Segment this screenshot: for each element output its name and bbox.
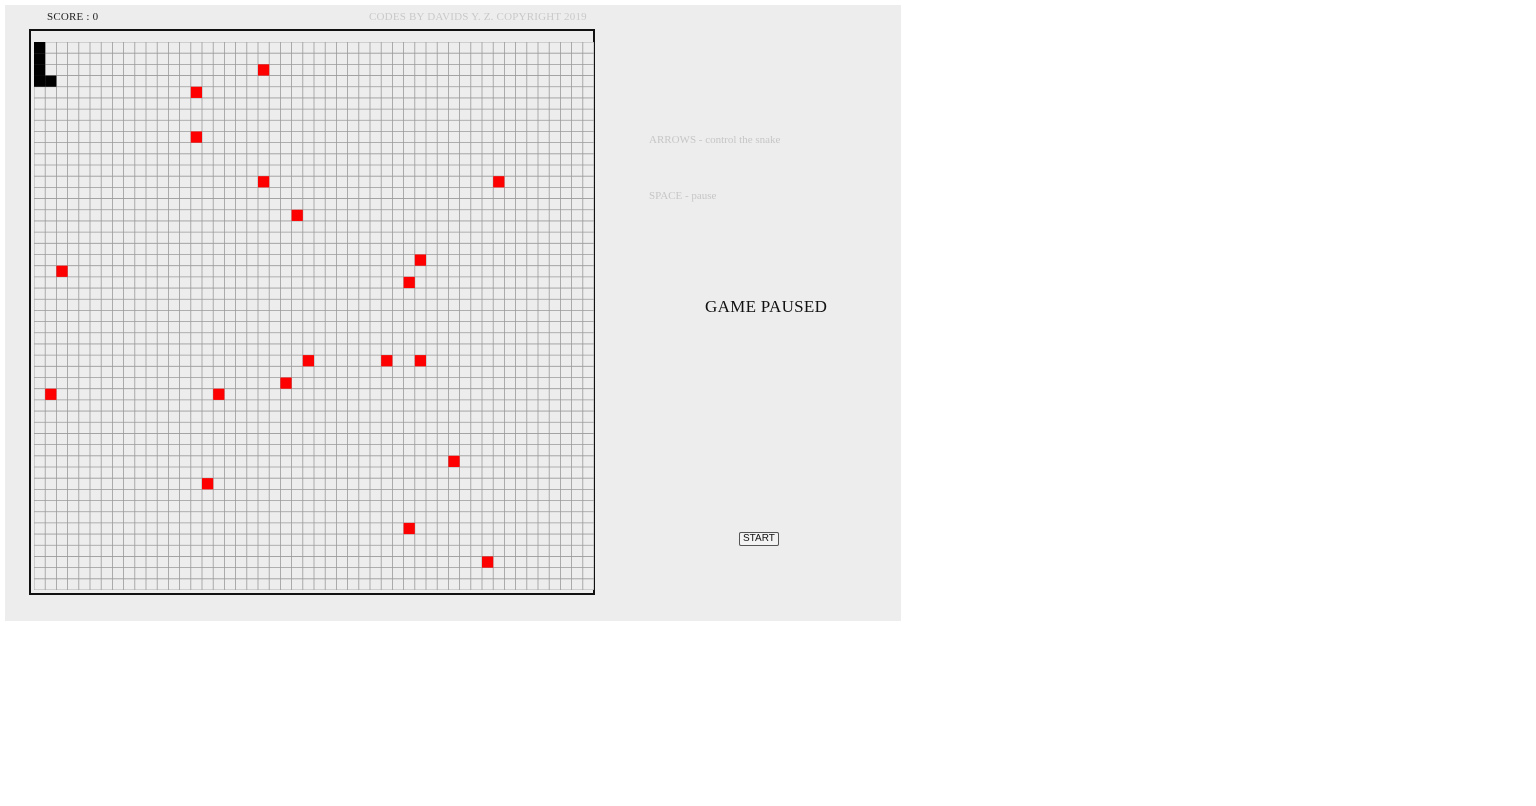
food-cell	[202, 478, 214, 490]
food-cell	[190, 86, 202, 98]
start-button[interactable]: START	[739, 532, 779, 546]
food-cell	[291, 209, 303, 221]
food-cell	[448, 455, 460, 467]
food-cell	[45, 388, 57, 400]
food-cell	[213, 388, 225, 400]
snake-segment	[34, 53, 46, 65]
snake-segment	[34, 64, 46, 76]
food-cell	[414, 254, 426, 266]
food-cell	[190, 131, 202, 143]
help-space-text: SPACE - pause	[649, 190, 717, 202]
snake-segment	[45, 75, 57, 87]
food-cell	[493, 176, 505, 188]
copyright-text: CODES BY DAVIDS Y. Z. COPYRIGHT 2019	[369, 11, 587, 23]
game-board[interactable]	[34, 42, 594, 590]
food-cell	[258, 176, 270, 188]
snake-segment	[34, 75, 46, 87]
food-cell	[381, 355, 393, 367]
food-cell	[56, 265, 68, 277]
game-status-text: GAME PAUSED	[705, 297, 828, 316]
food-cell	[403, 522, 415, 535]
help-arrows-text: ARROWS - control the snake	[649, 134, 781, 146]
food-cell	[258, 64, 270, 76]
food-cell	[302, 355, 314, 367]
food-cell	[403, 276, 415, 289]
score-display: SCORE : 0	[47, 11, 99, 23]
food-cell	[280, 377, 292, 389]
food-cell	[414, 355, 426, 367]
board-grid	[34, 42, 594, 590]
snake-segment	[34, 42, 46, 54]
game-board-frame	[29, 29, 595, 595]
food-cell	[482, 556, 494, 568]
game-panel: SCORE : 0 CODES BY DAVIDS Y. Z. COPYRIGH…	[5, 5, 901, 621]
